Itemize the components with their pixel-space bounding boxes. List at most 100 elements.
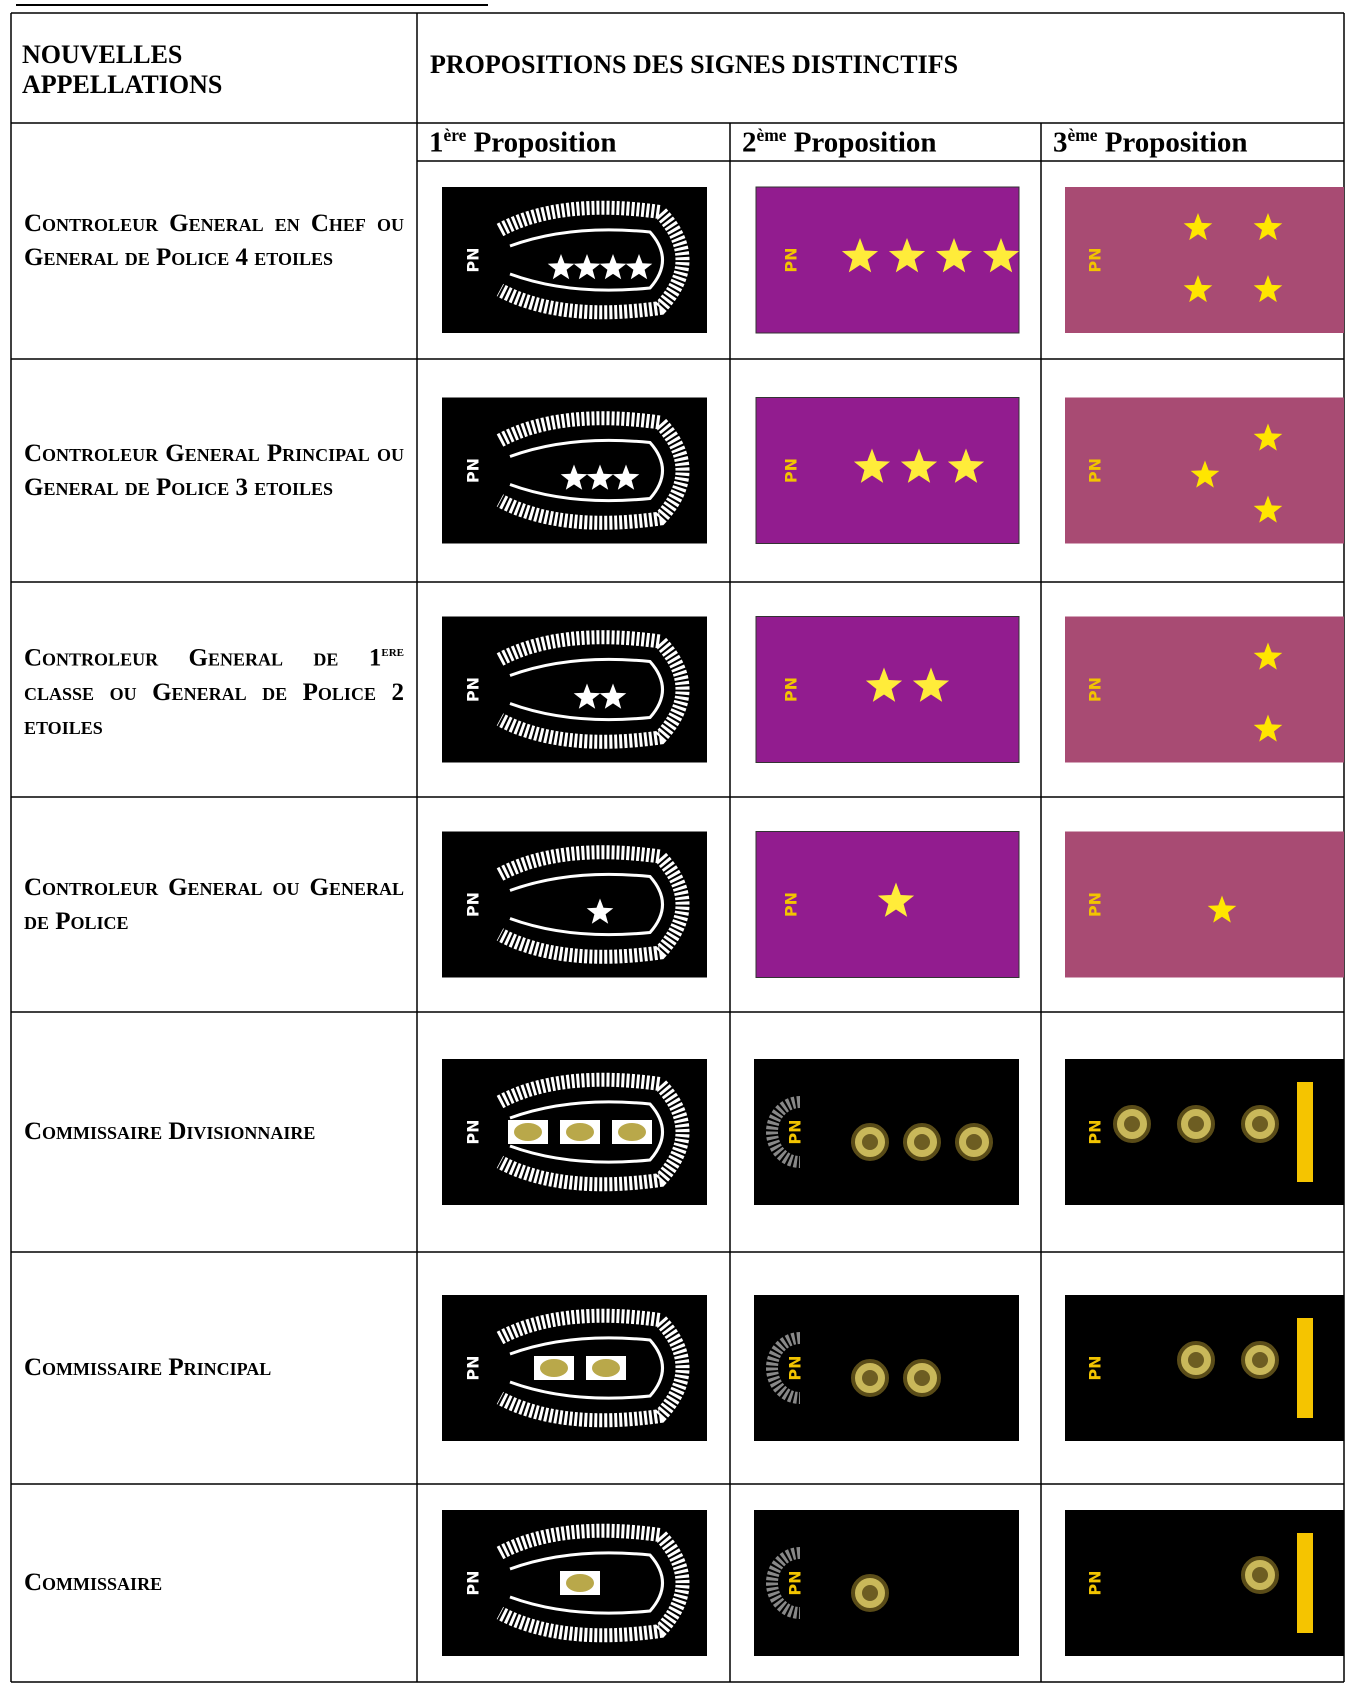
rank-bar: [1297, 1533, 1313, 1633]
lion-face: [592, 1359, 620, 1377]
proposal-number: 2: [742, 126, 757, 159]
badge-text: PN: [464, 1119, 483, 1144]
emblem: [766, 1096, 801, 1168]
star: [935, 238, 973, 273]
badge-bg: [1065, 616, 1344, 763]
lion-face: [618, 1123, 646, 1141]
badge-text: PN: [1086, 247, 1105, 272]
row-name: Commissaire Principal: [24, 1354, 272, 1381]
row-name: Controleur General de 1ere classe ou Gen…: [24, 635, 404, 743]
lion-coin-face: [862, 1585, 878, 1601]
lion-coin-face: [862, 1370, 878, 1386]
row-name: Controleur General ou General de Police: [24, 873, 404, 935]
star: [625, 254, 653, 280]
proposal-header: 3ème Proposition: [1053, 123, 1342, 161]
lion-face: [540, 1359, 568, 1377]
proposal-header: 1ère Proposition: [429, 123, 728, 161]
star: [1253, 275, 1283, 303]
lion-coin-face: [1124, 1116, 1140, 1132]
badge-text: PN: [782, 458, 801, 483]
row-name: Commissaire: [24, 1569, 163, 1596]
star: [982, 238, 1020, 273]
proposal-label: Proposition: [1104, 126, 1248, 159]
row-name-part: Controleur General de 1: [24, 644, 382, 672]
insignia-2: PN: [754, 1295, 1019, 1441]
lion-coin-face: [1188, 1116, 1204, 1132]
header-propositions: PROPOSITIONS DES SIGNES DISTINCTIFS: [430, 50, 959, 79]
badge-text: PN: [1086, 1355, 1105, 1380]
lion-coin-face: [966, 1134, 982, 1150]
badge-text: PN: [464, 677, 483, 702]
star: [1253, 423, 1283, 451]
wreath-inner: [509, 438, 664, 503]
star: [560, 464, 588, 490]
wreath: [496, 630, 690, 749]
star: [599, 683, 627, 709]
star: [888, 238, 926, 273]
insignia-2: PN: [755, 186, 1020, 334]
wreath-inner: [509, 1100, 664, 1164]
star: [900, 448, 938, 483]
star: [947, 448, 985, 483]
insignia-1: PN: [442, 1059, 707, 1205]
badge-bg: [1065, 187, 1344, 333]
star: [573, 683, 601, 709]
insignia-3: PN: [1065, 831, 1344, 978]
wreath: [496, 845, 690, 964]
row-name-cell: Commissaire: [24, 1484, 404, 1682]
star: [1253, 495, 1283, 523]
wreath-inner: [509, 657, 664, 722]
insignia-1: PN: [442, 616, 707, 763]
row-name-part: ere: [381, 644, 404, 661]
rank-bar: [1297, 1318, 1313, 1418]
lion-coin-face: [1188, 1352, 1204, 1368]
insignia-2: PN: [755, 397, 1020, 544]
star: [877, 882, 915, 917]
row-name-cell: Commissaire Principal: [24, 1252, 404, 1484]
row-name-cell: Controleur General de 1ere classe ou Gen…: [24, 582, 404, 797]
lion-face: [514, 1123, 542, 1141]
proposal-suffix: ème: [1067, 124, 1098, 145]
insignia-2: PN: [754, 1510, 1019, 1656]
badge-text: PN: [1086, 458, 1105, 483]
rank-bar: [1297, 1082, 1313, 1182]
badge-text: PN: [1086, 1570, 1105, 1595]
star: [547, 254, 575, 280]
proposal-suffix: ère: [443, 124, 467, 145]
lion-coin-face: [914, 1134, 930, 1150]
insignia-1: PN: [442, 1510, 707, 1656]
star: [599, 254, 627, 280]
row-name-part: classe ou General de Police 2 etoiles: [24, 678, 404, 740]
badge-bg: [755, 397, 1020, 544]
wreath-inner: [509, 1336, 664, 1400]
wreath: [496, 1523, 690, 1643]
proposal-number: 3: [1053, 126, 1068, 159]
insignia-3: PN: [1065, 1059, 1344, 1205]
badge-bg: [1065, 831, 1344, 978]
insignia-1: PN: [442, 1295, 707, 1441]
lion-coin-face: [862, 1134, 878, 1150]
badge-text: PN: [1086, 677, 1105, 702]
star: [1183, 275, 1213, 303]
badge-bg: [754, 1510, 1019, 1656]
insignia-1: PN: [442, 831, 707, 978]
lion-coin-face: [914, 1370, 930, 1386]
star: [1190, 460, 1220, 488]
badge-text: PN: [464, 1570, 483, 1595]
star: [912, 667, 950, 702]
proposal-suffix: ème: [756, 124, 787, 145]
proposal-label: Proposition: [473, 126, 617, 159]
badge-text: PN: [464, 1355, 483, 1380]
star: [841, 238, 879, 273]
row-name: Controleur General Principal ou General …: [24, 439, 404, 501]
lion-coin-face: [1252, 1567, 1268, 1583]
proposal-header: 2ème Proposition: [742, 123, 1039, 161]
star: [853, 448, 891, 483]
badge-text: PN: [786, 1355, 805, 1380]
badge-bg: [755, 186, 1020, 334]
row-name-cell: Controleur General ou General de Police: [24, 797, 404, 1012]
badge-text: PN: [782, 677, 801, 702]
badge-text: PN: [786, 1570, 805, 1595]
